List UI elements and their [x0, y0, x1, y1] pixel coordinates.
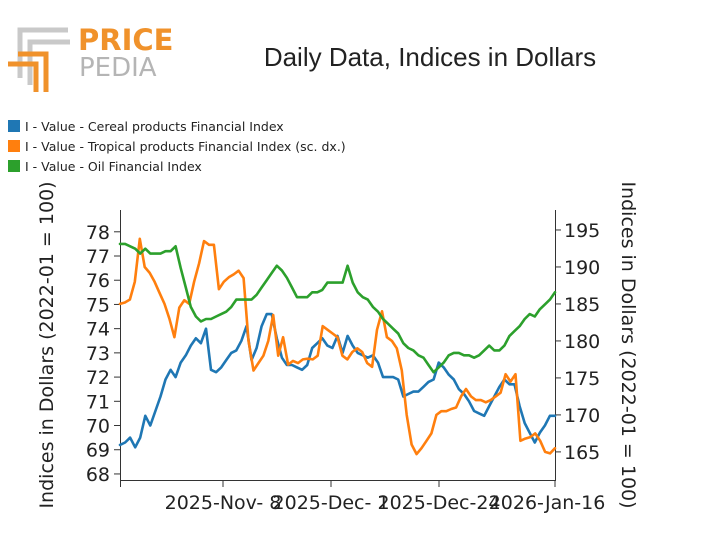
logo-word-bottom: PEDIA [79, 53, 157, 83]
legend-label: I - Value - Tropical products Financial … [25, 139, 346, 154]
y-left-tick-label: 76 [86, 270, 110, 292]
x-tick-label: 2025-Nov- 8 [165, 492, 282, 514]
y-left-tick-label: 78 [86, 222, 110, 244]
y-right-tick-label: 175 [564, 368, 600, 390]
y-axis-label-right: Indices in Dollars (2022-01 = 100) [617, 181, 639, 508]
y-left-tick-label: 74 [86, 319, 110, 341]
y-axis-label-left: Indices in Dollars (2022-01 = 100) [36, 181, 58, 508]
chart-legend: I - Value - Cereal products Financial In… [8, 119, 346, 174]
y-left-tick-label: 73 [86, 343, 110, 365]
y-right-tick-label: 190 [564, 257, 600, 279]
x-tick-label: 2026-Jan-16 [489, 492, 606, 514]
logo-mark-icon [8, 27, 70, 92]
chart-title: Daily Data, Indices in Dollars [264, 42, 596, 72]
series-line-1 [118, 312, 557, 449]
y-right-tick-label: 165 [564, 442, 600, 464]
logo-word-top: PRICE [78, 23, 173, 57]
y-left-tick-label: 71 [86, 391, 110, 413]
y-left-tick-label: 70 [86, 416, 110, 438]
pricepedia-logo: PRICE PEDIA [8, 23, 173, 92]
y-right-tick-label: 170 [564, 405, 600, 427]
y-right-ticks: 165 170 175 180 185 190 195 [555, 220, 600, 464]
y-right-tick-label: 185 [564, 294, 600, 316]
y-left-tick-label: 75 [86, 294, 110, 316]
y-left-tick-label: 69 [86, 440, 110, 462]
legend-label: I - Value - Cereal products Financial In… [25, 119, 284, 134]
legend-label: I - Value - Oil Financial Index [25, 159, 202, 174]
series-layer [118, 237, 557, 456]
y-right-tick-label: 195 [564, 220, 600, 242]
legend-swatch [8, 120, 20, 132]
series-line-2 [118, 237, 557, 456]
y-left-tick-label: 72 [86, 367, 110, 389]
x-tick-label: 2025-Dec- 1 [273, 492, 390, 514]
x-tick-label: 2025-Dec-24 [377, 492, 500, 514]
series-line-3 [118, 242, 557, 374]
y-left-tick-label: 77 [86, 246, 110, 268]
chart-axes [120, 210, 556, 481]
y-right-tick-label: 180 [564, 331, 600, 353]
y-left-tick-label: 68 [86, 464, 110, 486]
legend-swatch [8, 140, 20, 152]
legend-swatch [8, 160, 20, 172]
